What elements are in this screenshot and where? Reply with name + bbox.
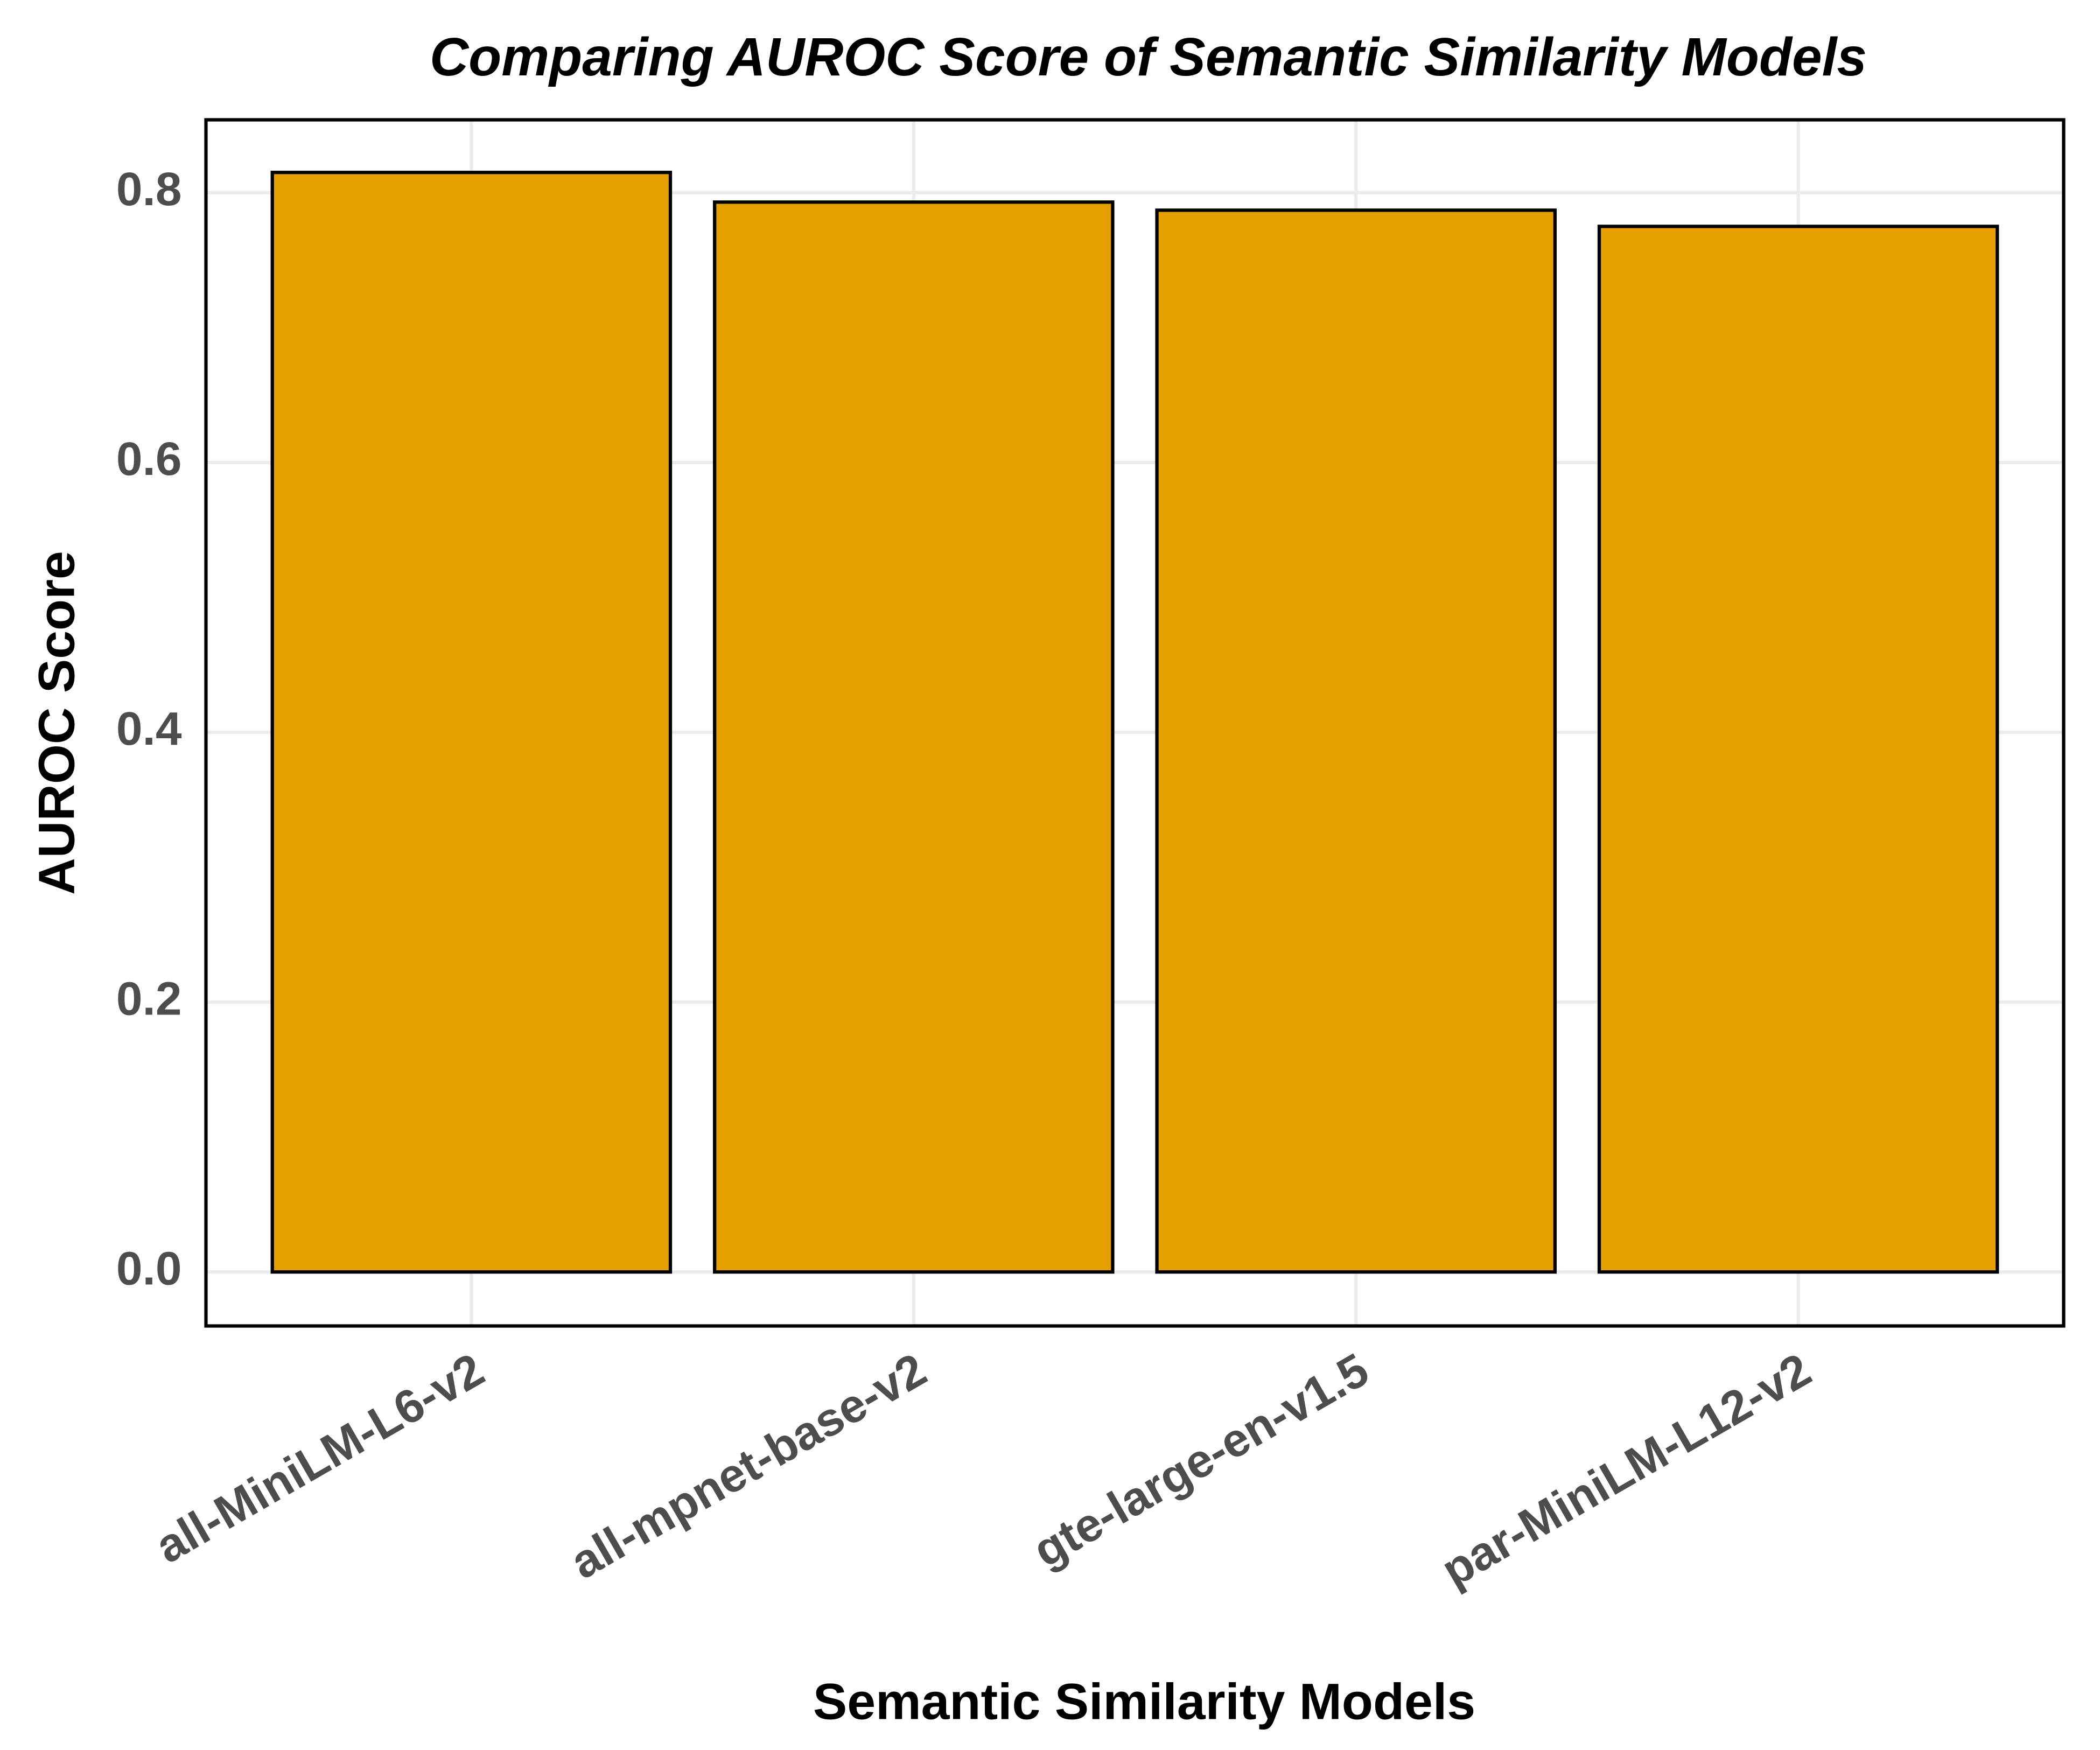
- y-tick-label: 0.8: [116, 163, 182, 215]
- chart-title: Comparing AUROC Score of Semantic Simila…: [430, 27, 1867, 87]
- y-tick-label: 0.0: [116, 1242, 182, 1294]
- bar: [270, 171, 673, 1274]
- y-tick-label: 0.6: [116, 432, 182, 485]
- bar: [713, 200, 1115, 1274]
- x-tick-label: gte-large-en-v1.5: [1024, 1343, 1377, 1577]
- x-tick-label: all-MiniLM-L6-v2: [146, 1343, 493, 1573]
- y-tick-label: 0.4: [116, 702, 182, 755]
- bar: [1155, 208, 1557, 1274]
- y-tick-label: 0.2: [116, 972, 182, 1025]
- x-axis-title: Semantic Similarity Models: [813, 1674, 1475, 1731]
- y-axis-title: AUROC Score: [29, 551, 86, 895]
- panel-border: [204, 118, 2066, 1328]
- x-tick-label: par-MiniLM-L12-v2: [1433, 1343, 1819, 1597]
- x-tick-label: all-mpnet-base-v2: [562, 1343, 935, 1589]
- bar: [1597, 225, 1999, 1274]
